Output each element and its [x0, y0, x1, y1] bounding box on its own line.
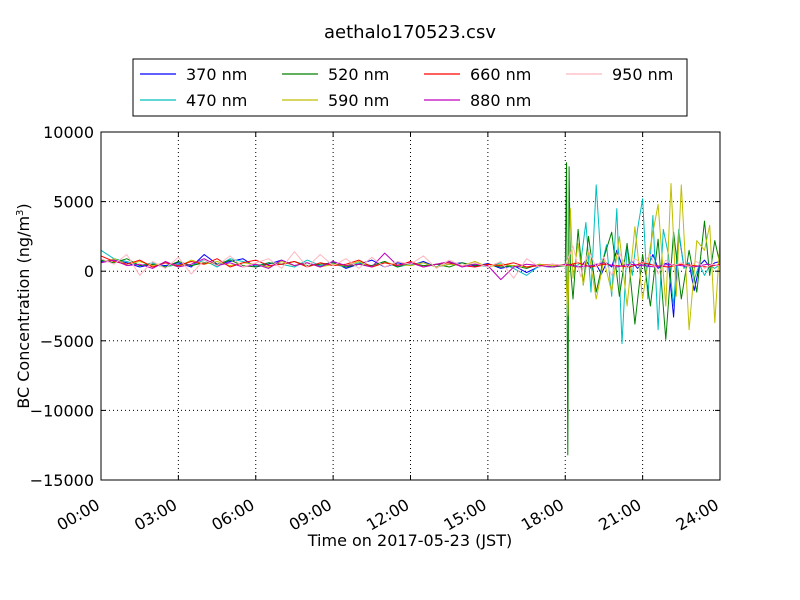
- series-line-660-nm: [100, 255, 721, 268]
- legend: 370 nm 470 nm 520 nm 590 nm 660 nm 880 nm 950 …: [132, 58, 688, 117]
- x-axis-label: Time on 2017-05-23 (JST): [307, 531, 512, 550]
- y-tick-label: −15000: [30, 471, 94, 490]
- y-axis-label: BC Concentration (ng/m3): [14, 203, 33, 408]
- y-tick-label: −10000: [30, 401, 94, 420]
- series-line-470-nm: [100, 184, 721, 345]
- y-axis-label-superscript: 3: [15, 210, 26, 216]
- y-axis-label-main: BC Concentration (ng/m: [14, 216, 33, 409]
- legend-box: [132, 58, 688, 117]
- legend-label: 370 nm: [186, 65, 247, 84]
- series-line-520-nm: [100, 162, 721, 456]
- legend-label: 520 nm: [328, 65, 389, 84]
- y-tick-labels: 10000 5000 0 −5000 −10000 −15000: [30, 123, 94, 490]
- y-tick-label: 0: [84, 262, 94, 281]
- legend-label: 950 nm: [612, 65, 673, 84]
- legend-label: 590 nm: [328, 91, 389, 110]
- legend-label: 660 nm: [470, 65, 531, 84]
- y-tick-label: −5000: [40, 332, 94, 351]
- y-tick-label: 5000: [53, 193, 94, 212]
- series-line-590-nm: [100, 183, 721, 331]
- legend-entries: 370 nm 470 nm 520 nm 590 nm 660 nm 880 nm 950 …: [140, 65, 673, 110]
- chart-title: aethalo170523.csv: [324, 22, 496, 43]
- y-tick-label: 10000: [43, 123, 94, 142]
- axis-ticks: [100, 131, 721, 481]
- y-axis-label-close: ): [14, 203, 33, 209]
- series-line-880-nm: [100, 252, 721, 281]
- series-layer: [100, 162, 721, 456]
- series-line-950-nm: [100, 245, 721, 279]
- legend-label: 470 nm: [186, 91, 247, 110]
- legend-label: 880 nm: [470, 91, 531, 110]
